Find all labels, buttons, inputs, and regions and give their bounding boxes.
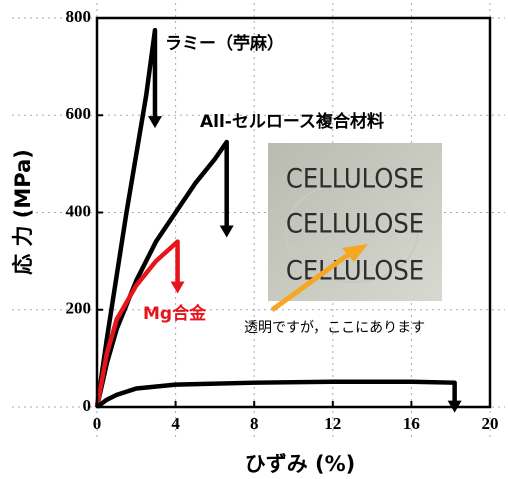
series-label: All-セルロース複合材料: [200, 111, 384, 132]
annotation: 透明ですが，ここにあります: [244, 320, 425, 336]
x-tick-label: 16: [403, 414, 420, 433]
y-axis-title: 応 力 (MPa): [11, 149, 35, 275]
x-tick-label: 12: [324, 414, 341, 433]
fracture-arrowhead: [171, 281, 185, 293]
series-line: [97, 382, 455, 407]
x-tick-label: 20: [482, 414, 499, 433]
y-tick-label: 400: [66, 201, 92, 220]
fracture-arrowhead: [220, 226, 234, 238]
y-tick-label: 200: [66, 299, 92, 318]
inset-text: CELLULOSE: [286, 209, 424, 240]
chart: CELLULOSE CELLULOSE CELLULOSE 透明ですが，ここにあ…: [0, 0, 508, 479]
x-tick-label: 0: [93, 414, 102, 433]
y-tick-label: 800: [66, 7, 92, 26]
y-tick-label: 600: [66, 104, 92, 123]
x-tick-label: 8: [250, 414, 259, 433]
y-tick-label: 0: [83, 396, 92, 415]
x-axis-title: ひずみ (%): [245, 452, 356, 476]
series-label: ラミー（苧麻）: [165, 33, 284, 54]
inset-text: CELLULOSE: [286, 164, 424, 195]
x-tick-label: 4: [171, 414, 180, 433]
series-label: Mg合金: [143, 303, 207, 324]
fracture-arrowhead: [148, 116, 162, 128]
